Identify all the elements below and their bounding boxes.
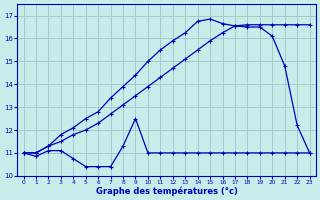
X-axis label: Graphe des températures (°c): Graphe des températures (°c) xyxy=(96,186,237,196)
